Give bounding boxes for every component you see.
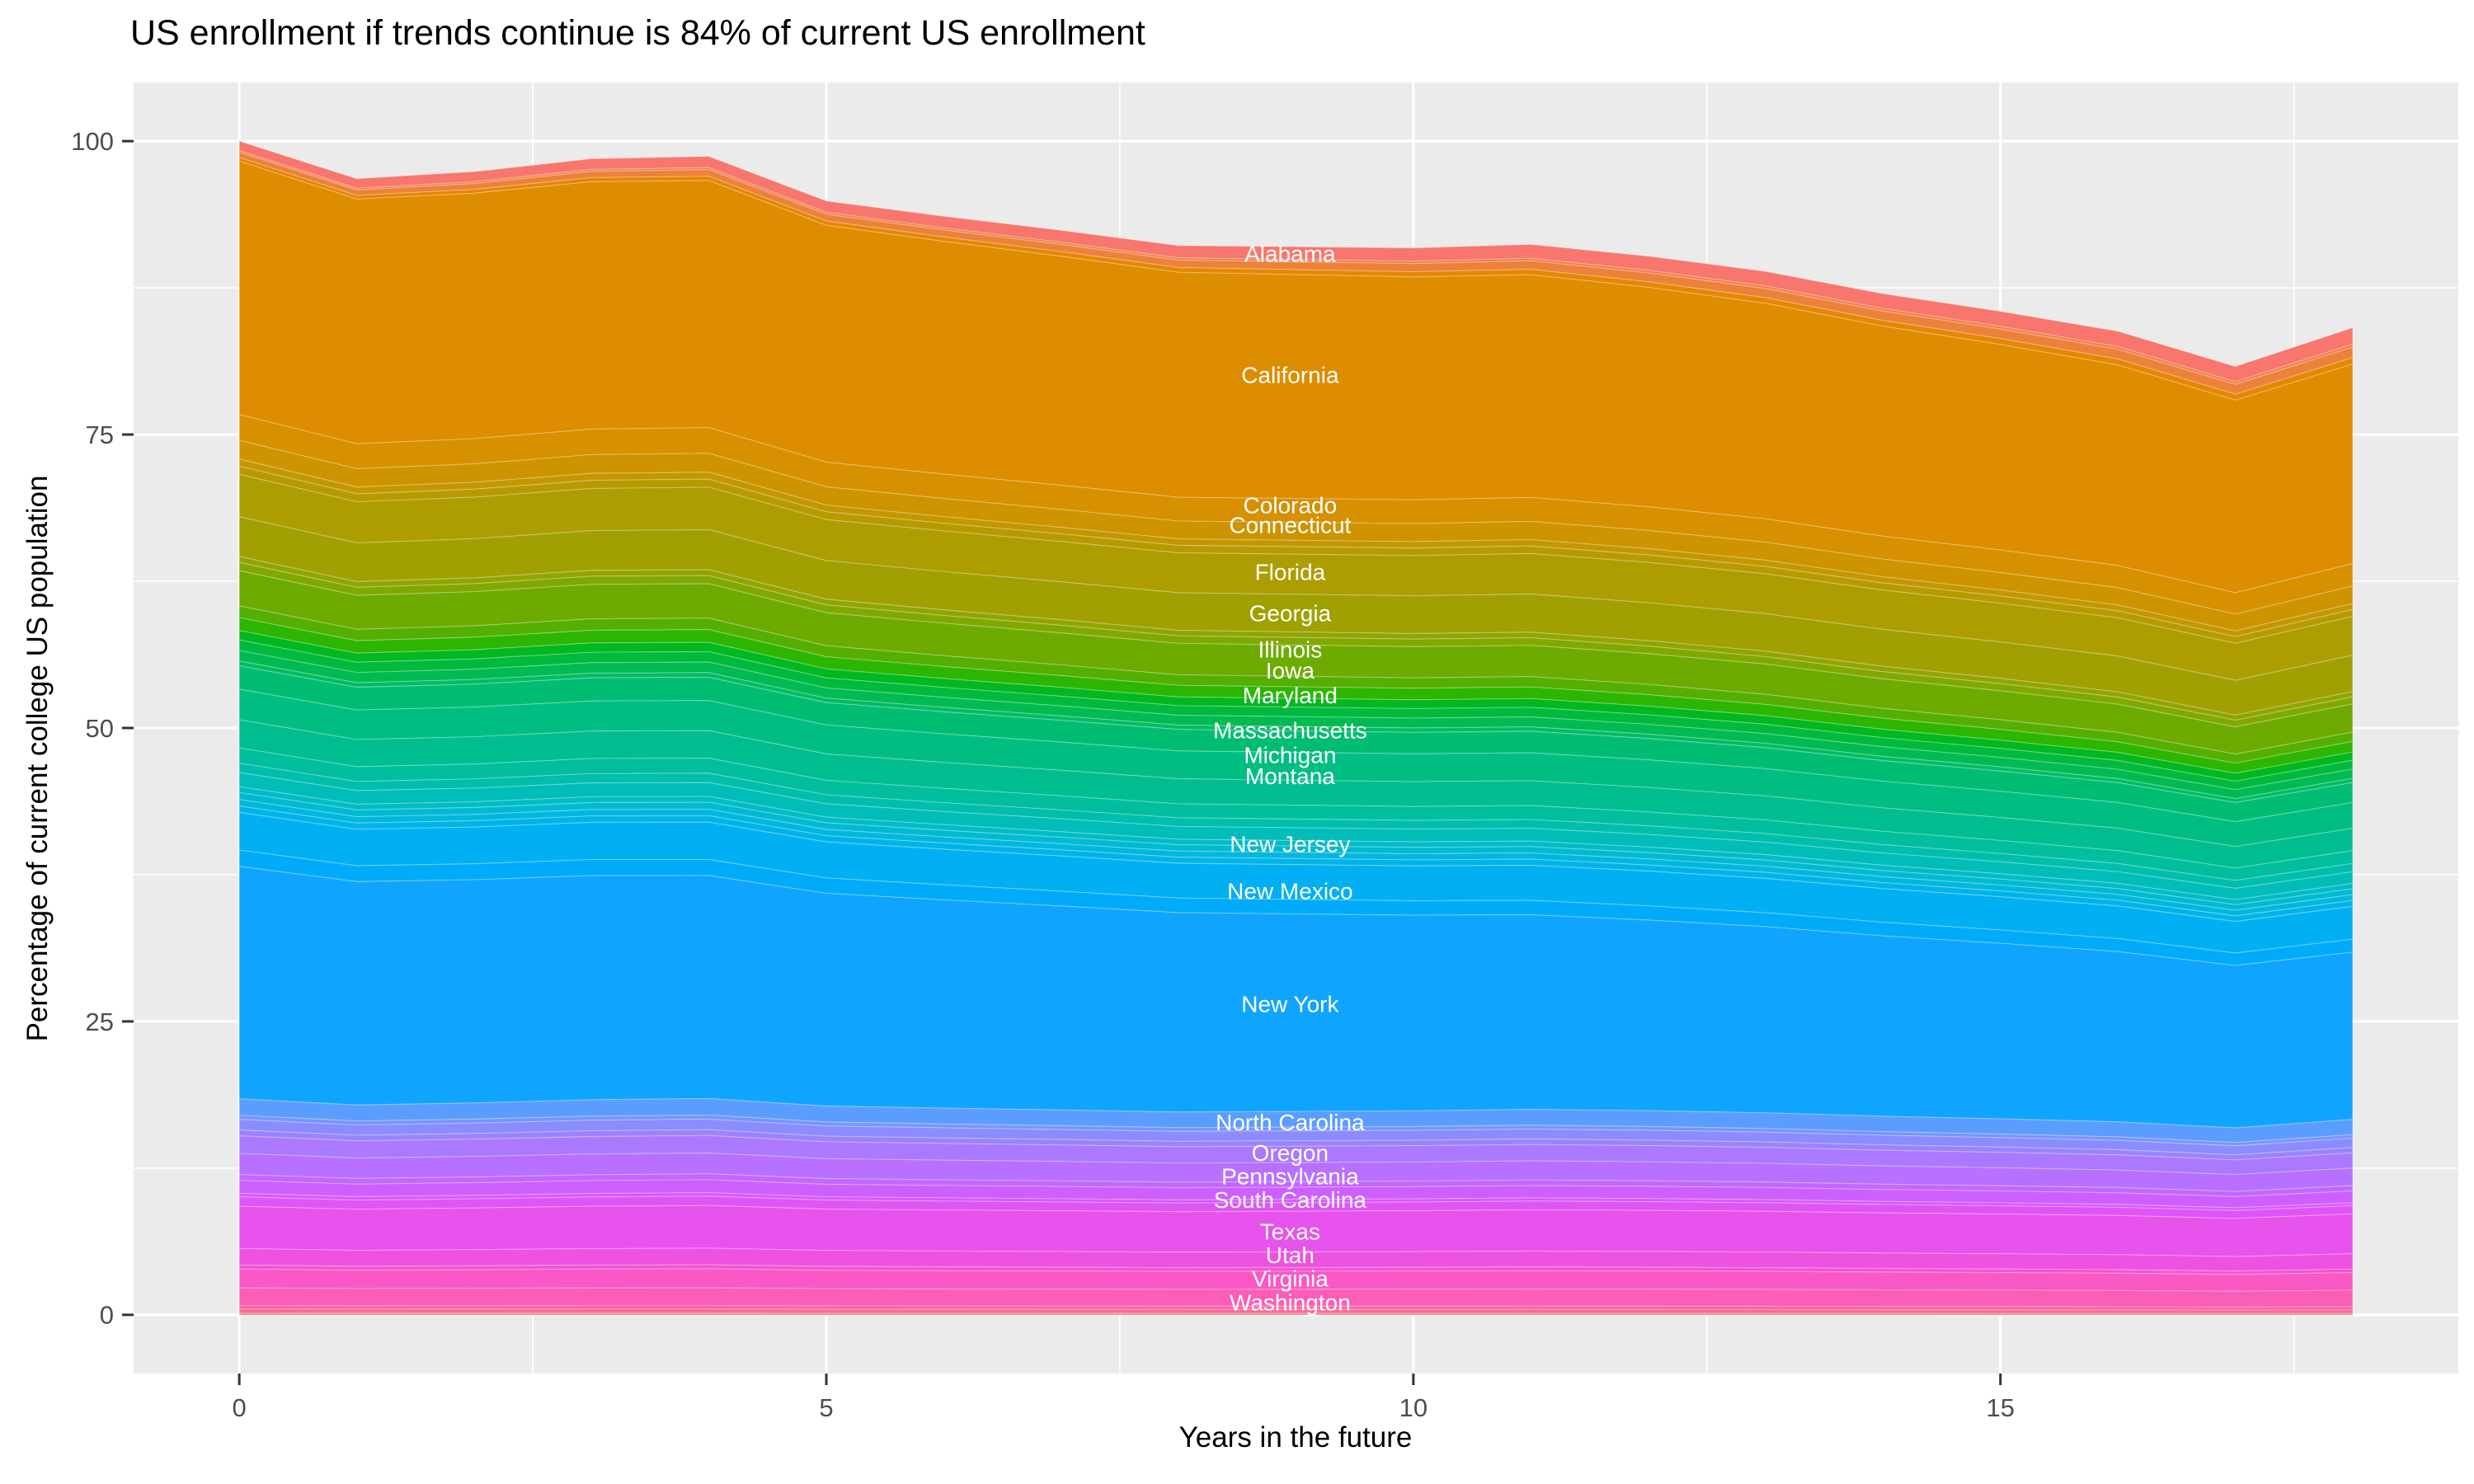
state-label-michigan: Michigan [1244,743,1336,768]
state-label-north-carolina: North Carolina [1216,1110,1365,1135]
y-tick-label: 75 [86,420,114,449]
state-label-iowa: Iowa [1266,658,1315,683]
state-label-alabama: Alabama [1244,242,1336,267]
axis-ticks [122,139,2002,1385]
state-label-maryland: Maryland [1243,683,1338,708]
state-label-colorado: Colorado [1244,492,1338,518]
state-label-california: California [1241,362,1339,387]
plot-title: US enrollment if trends continue is 84% … [130,13,1145,53]
state-label-illinois: Illinois [1258,636,1322,662]
state-label-new-mexico: New Mexico [1227,879,1352,904]
x-tick-label: 15 [1987,1393,2015,1422]
state-label-massachusetts: Massachusetts [1213,718,1367,744]
state-label-washington: Washington [1230,1290,1351,1316]
state-label-utah: Utah [1266,1242,1315,1268]
x-tick-label: 5 [819,1393,833,1422]
x-tick-label: 10 [1399,1393,1427,1422]
y-tick-label: 0 [100,1301,114,1330]
axis-tick-labels: 0 5 10 15 0 25 50 75 100 [71,127,2015,1422]
state-label-oregon: Oregon [1252,1140,1329,1166]
state-label-texas: Texas [1260,1219,1320,1245]
state-label-pennsylvania: Pennsylvania [1221,1164,1359,1190]
x-axis-title: Years in the future [1178,1421,1413,1453]
state-label-south-carolina: South Carolina [1214,1187,1367,1213]
state-label-montana: Montana [1245,763,1335,789]
state-label-georgia: Georgia [1249,600,1332,626]
state-label-connecticut: Connecticut [1229,513,1351,538]
state-label-florida: Florida [1255,559,1326,585]
area-wyoming [238,1313,2354,1316]
stacked-areas [238,140,2354,1316]
state-label-new-york: New York [1241,991,1339,1017]
y-tick-label: 100 [71,127,114,156]
state-label-new-jersey: New Jersey [1230,832,1350,857]
state-label-virginia: Virginia [1252,1266,1329,1291]
x-tick-label: 0 [233,1393,247,1422]
y-tick-label: 25 [86,1007,114,1036]
y-tick-label: 50 [86,714,114,743]
